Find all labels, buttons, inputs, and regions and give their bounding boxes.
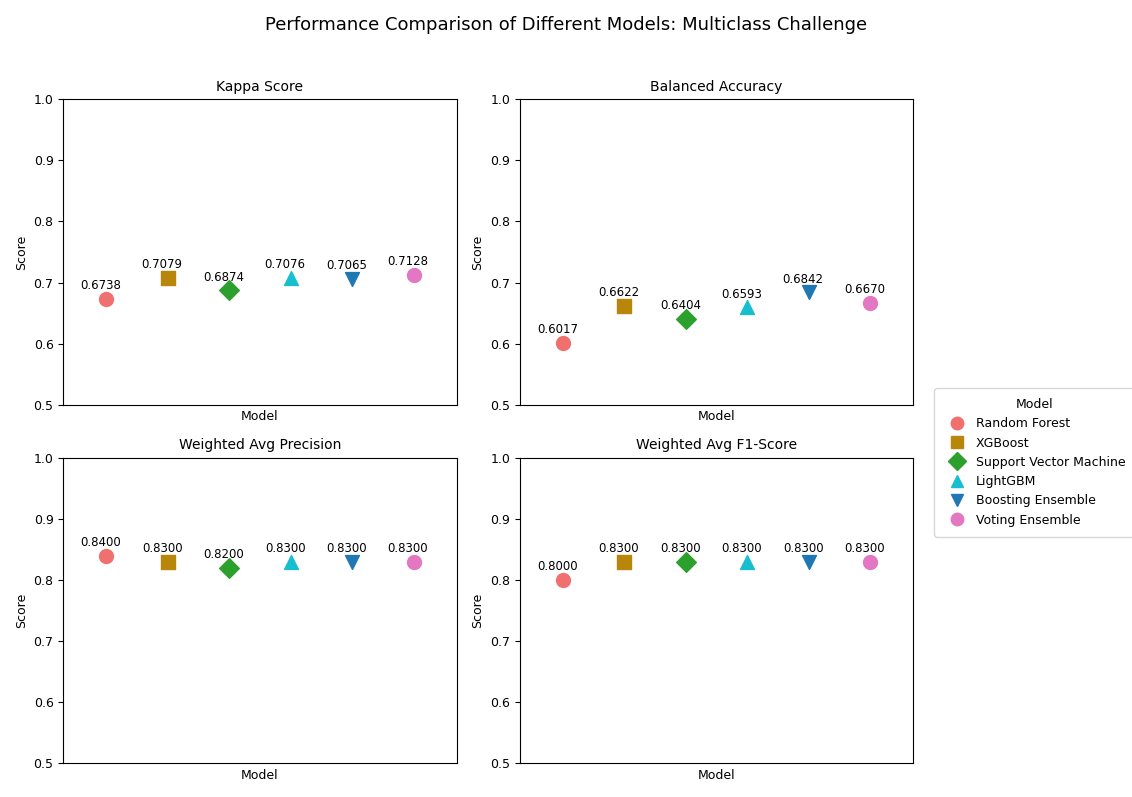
Text: 0.6622: 0.6622 (598, 286, 640, 299)
Point (554, 574, 572, 587)
Point (220, 284, 238, 296)
Point (97, 549, 115, 562)
Title: Weighted Avg Precision: Weighted Avg Precision (179, 438, 341, 453)
Text: 0.8400: 0.8400 (80, 536, 121, 549)
Point (799, 556, 817, 568)
Point (282, 272, 300, 285)
Point (616, 556, 634, 568)
X-axis label: Model: Model (697, 410, 736, 423)
Text: 0.6874: 0.6874 (203, 271, 245, 284)
Text: 0.6404: 0.6404 (660, 300, 701, 312)
Text: Performance Comparison of Different Models: Multiclass Challenge: Performance Comparison of Different Mode… (265, 16, 867, 34)
Text: 0.6842: 0.6842 (782, 273, 824, 285)
Point (616, 300, 634, 312)
Text: 0.8000: 0.8000 (537, 560, 577, 573)
Point (861, 296, 880, 309)
Point (404, 556, 422, 568)
Y-axis label: Score: Score (472, 234, 484, 269)
Point (343, 273, 361, 285)
Title: Balanced Accuracy: Balanced Accuracy (651, 80, 782, 94)
Text: 0.6670: 0.6670 (844, 283, 885, 296)
Point (97, 292, 115, 305)
Text: 0.7065: 0.7065 (326, 259, 367, 272)
Point (282, 556, 300, 568)
Title: Kappa Score: Kappa Score (216, 80, 303, 94)
Y-axis label: Score: Score (472, 593, 484, 628)
Text: 0.8200: 0.8200 (204, 548, 245, 561)
Point (738, 556, 756, 568)
Point (220, 561, 238, 574)
Point (158, 556, 177, 568)
Text: 0.7079: 0.7079 (142, 258, 182, 271)
Point (677, 556, 695, 568)
Text: 0.7128: 0.7128 (387, 255, 429, 268)
X-axis label: Model: Model (241, 410, 278, 423)
Point (738, 301, 756, 314)
Text: 0.6593: 0.6593 (721, 288, 762, 300)
Point (554, 336, 572, 349)
Text: 0.6017: 0.6017 (537, 323, 577, 336)
X-axis label: Model: Model (241, 769, 278, 782)
Point (158, 272, 177, 285)
Title: Weighted Avg F1-Score: Weighted Avg F1-Score (636, 438, 797, 453)
Point (861, 556, 880, 568)
Text: 0.8300: 0.8300 (142, 542, 182, 555)
Legend: Random Forest, XGBoost, Support Vector Machine, LightGBM, Boosting Ensemble, Vot: Random Forest, XGBoost, Support Vector M… (935, 388, 1132, 536)
Text: 0.7076: 0.7076 (265, 258, 306, 271)
Y-axis label: Score: Score (15, 234, 28, 269)
Text: 0.8300: 0.8300 (388, 542, 428, 555)
Point (404, 269, 422, 281)
Text: 0.8300: 0.8300 (721, 542, 762, 555)
X-axis label: Model: Model (697, 769, 736, 782)
Text: 0.8300: 0.8300 (265, 542, 306, 555)
Text: 0.8300: 0.8300 (599, 542, 640, 555)
Text: 0.8300: 0.8300 (844, 542, 885, 555)
Text: 0.8300: 0.8300 (783, 542, 823, 555)
Text: 0.6738: 0.6738 (80, 279, 121, 292)
Point (799, 286, 817, 299)
Text: 0.8300: 0.8300 (326, 542, 367, 555)
Point (677, 312, 695, 325)
Point (343, 556, 361, 568)
Y-axis label: Score: Score (15, 593, 28, 628)
Text: 0.8300: 0.8300 (660, 542, 701, 555)
